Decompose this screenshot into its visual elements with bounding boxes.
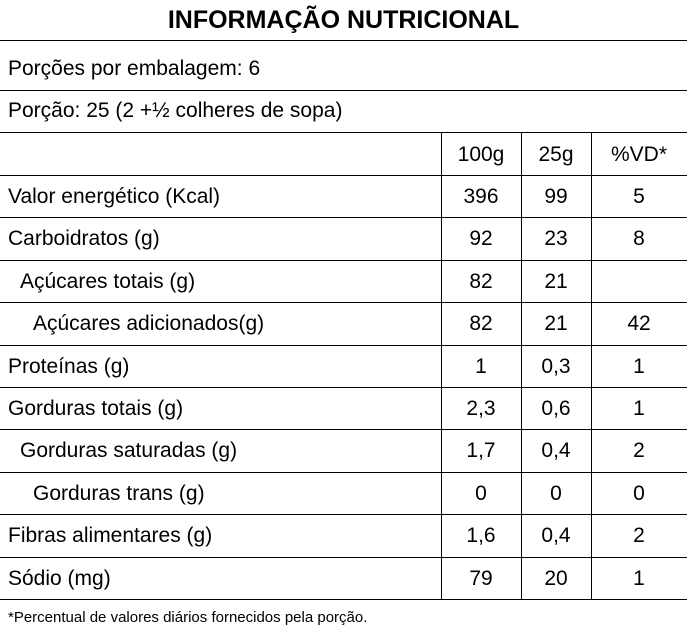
column-divider (521, 132, 522, 599)
cell-100g: 2,3 (466, 397, 496, 420)
column-divider (441, 132, 442, 599)
cell-100g: 1 (475, 354, 487, 378)
cell-vd: 2 (633, 439, 645, 463)
cell-vd (591, 261, 687, 303)
cell-vd: 1 (633, 397, 645, 420)
row-divider (0, 387, 687, 388)
divider (0, 90, 687, 91)
cell-vd: 2 (633, 524, 645, 548)
divider (0, 132, 687, 133)
cell-25g: 0,3 (541, 354, 571, 378)
row-divider (0, 260, 687, 261)
row-divider (0, 472, 687, 473)
divider (0, 175, 687, 176)
cell-vd: 1 (633, 354, 645, 378)
row-label: Carboidratos (g) (8, 227, 160, 251)
cell-vd: 5 (633, 185, 645, 208)
servings-per-package: Porções por embalagem: 6 (8, 57, 261, 80)
cell-100g: 82 (469, 269, 493, 293)
row-divider (0, 429, 687, 430)
footnote: *Percentual de valores diários fornecido… (8, 609, 368, 626)
row-label: Fibras alimentares (g) (8, 524, 213, 548)
cell-vd: 8 (633, 227, 645, 251)
row-label: Proteínas (g) (8, 354, 130, 378)
row-divider (0, 217, 687, 218)
cell-25g: 0 (550, 481, 562, 505)
serving-size: Porção: 25 (2 +½ colheres de sopa) (8, 99, 343, 122)
column-header-25g: 25g (538, 143, 574, 166)
cell-25g: 20 (544, 566, 568, 590)
cell-25g: 21 (544, 312, 568, 336)
divider (0, 40, 687, 41)
cell-100g: 1,7 (466, 439, 496, 463)
cell-100g: 92 (469, 227, 493, 251)
row-divider (0, 557, 687, 558)
cell-vd: 0 (633, 481, 645, 505)
row-label: Gorduras saturadas (g) (20, 439, 238, 463)
cell-100g: 82 (469, 312, 493, 336)
cell-25g: 23 (544, 227, 568, 251)
nutrition-title: INFORMAÇÃO NUTRICIONAL (167, 6, 520, 34)
row-label: Açúcares adicionados(g) (33, 312, 265, 336)
row-divider (0, 599, 687, 600)
cell-vd: 42 (627, 312, 651, 336)
cell-25g: 0,4 (541, 524, 571, 548)
row-divider (0, 345, 687, 346)
row-label: Gorduras totais (g) (8, 397, 184, 420)
column-header-vd: %VD* (610, 143, 668, 166)
column-divider (591, 132, 592, 599)
cell-100g: 396 (463, 185, 499, 208)
row-divider (0, 302, 687, 303)
row-divider (0, 514, 687, 515)
cell-100g: 0 (475, 481, 487, 505)
row-label: Valor energético (Kcal) (8, 185, 221, 208)
cell-25g: 0,4 (541, 439, 571, 463)
cell-25g: 21 (544, 269, 568, 293)
cell-25g: 99 (544, 185, 568, 208)
cell-25g: 0,6 (541, 397, 571, 420)
cell-vd: 1 (633, 566, 645, 590)
column-header-100g: 100g (457, 143, 505, 166)
row-label: Gorduras trans (g) (33, 481, 205, 505)
row-label: Açúcares totais (g) (20, 269, 196, 293)
cell-100g: 79 (469, 566, 493, 590)
row-label: Sódio (mg) (8, 566, 111, 590)
cell-100g: 1,6 (466, 524, 496, 548)
